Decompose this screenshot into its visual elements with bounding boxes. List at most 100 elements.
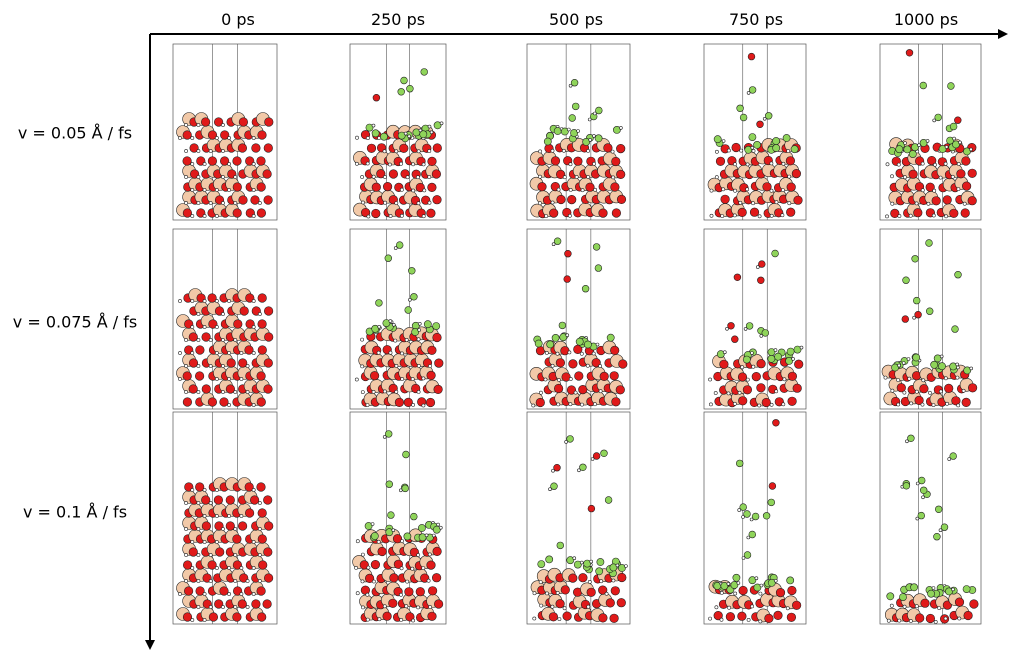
- green-atom: [908, 150, 917, 158]
- cell-box: [172, 228, 278, 410]
- small-atom: [780, 213, 785, 218]
- small-atom: [897, 618, 902, 623]
- small-atom: [391, 322, 396, 327]
- small-atom: [190, 136, 195, 140]
- small-atom: [580, 402, 584, 407]
- oxygen-atom: [591, 358, 601, 368]
- small-atom: [732, 213, 737, 218]
- small-atom: [427, 124, 432, 129]
- small-atom: [769, 402, 774, 407]
- small-atom: [184, 364, 189, 368]
- small-atom: [366, 565, 371, 570]
- small-atom: [355, 539, 360, 544]
- small-atom: [532, 616, 537, 621]
- ejected-atom: [550, 482, 558, 490]
- oxygen-atom: [967, 383, 978, 393]
- small-atom: [208, 501, 213, 505]
- oxygen-atom: [383, 182, 393, 192]
- small-atom: [785, 606, 790, 611]
- small-atom: [428, 364, 432, 369]
- small-atom: [391, 528, 396, 533]
- small-atom: [394, 363, 399, 368]
- oxygen-atom: [915, 613, 925, 623]
- small-atom: [543, 377, 548, 382]
- small-atom: [208, 149, 213, 153]
- small-atom: [196, 123, 201, 127]
- small-atom: [587, 580, 592, 584]
- oxygen-atom: [713, 610, 723, 621]
- oxygen-atom: [927, 156, 937, 166]
- oxygen-atom: [967, 196, 977, 206]
- oxygen-atom: [256, 371, 266, 381]
- oxygen-atom: [599, 371, 609, 382]
- ejected-atom: [756, 120, 764, 129]
- small-atom: [769, 188, 774, 193]
- oxygen-atom: [257, 345, 267, 355]
- ejected-atom: [592, 452, 601, 460]
- green-atom: [895, 145, 904, 154]
- oxygen-atom: [415, 182, 425, 193]
- small-atom: [184, 390, 189, 394]
- small-atom: [593, 402, 597, 407]
- small-atom: [245, 605, 250, 609]
- column-label-250ps: 250 ps: [370, 10, 426, 29]
- oxygen-atom: [257, 612, 267, 622]
- cell-box: [703, 411, 807, 625]
- small-atom: [591, 351, 596, 356]
- ejected-atom: [951, 325, 959, 333]
- small-atom: [725, 326, 729, 331]
- small-atom: [383, 175, 387, 179]
- oxygen-atom: [568, 573, 578, 583]
- small-atom: [227, 188, 232, 192]
- oxygen-atom: [908, 169, 918, 179]
- row-label-v01: v = 0.1 Å / fs: [22, 502, 128, 522]
- snapshot-panel-v005-750ps: [703, 43, 807, 221]
- small-atom: [184, 527, 189, 531]
- small-atom: [715, 149, 719, 154]
- ejected-atom: [907, 434, 915, 442]
- ejected-atom: [375, 299, 383, 307]
- green-atom: [584, 340, 592, 349]
- small-atom: [592, 134, 596, 138]
- ejected-atom: [762, 512, 771, 520]
- small-atom: [749, 517, 754, 522]
- small-atom: [557, 378, 561, 382]
- small-atom: [382, 149, 387, 154]
- oxygen-atom: [415, 587, 425, 597]
- oxygen-atom: [256, 482, 266, 492]
- small-atom: [969, 366, 974, 371]
- oxygen-atom: [969, 599, 979, 609]
- row-label-v005: v = 0.05 Å / fs: [17, 123, 133, 143]
- green-atom: [432, 525, 441, 534]
- oxygen-atom: [428, 586, 438, 596]
- ejected-atom: [772, 419, 780, 427]
- ejected-atom: [384, 254, 392, 262]
- ejected-atom: [751, 512, 760, 521]
- small-atom: [586, 604, 591, 609]
- snapshot-panel-v005-1000ps: [879, 43, 982, 221]
- small-atom: [416, 149, 421, 154]
- oxygen-atom: [225, 495, 235, 505]
- small-atom: [227, 403, 232, 407]
- small-atom: [787, 174, 792, 179]
- small-atom: [388, 319, 393, 323]
- oxygen-atom: [925, 613, 936, 624]
- small-atom: [221, 175, 225, 179]
- small-atom: [251, 566, 256, 570]
- oxygen-atom: [537, 182, 547, 192]
- small-atom: [227, 377, 232, 381]
- small-atom: [178, 351, 182, 355]
- small-atom: [196, 390, 201, 394]
- oxygen-atom: [208, 319, 218, 329]
- green-atom: [949, 362, 958, 371]
- green-atom: [370, 532, 379, 540]
- ejected-atom: [731, 335, 739, 343]
- oxygen-atom: [220, 130, 230, 140]
- small-atom: [196, 579, 201, 583]
- small-atom: [399, 566, 404, 571]
- small-atom: [896, 402, 901, 407]
- small-atom: [538, 149, 543, 154]
- small-atom: [544, 214, 549, 219]
- small-atom: [759, 334, 764, 338]
- small-atom: [757, 403, 762, 408]
